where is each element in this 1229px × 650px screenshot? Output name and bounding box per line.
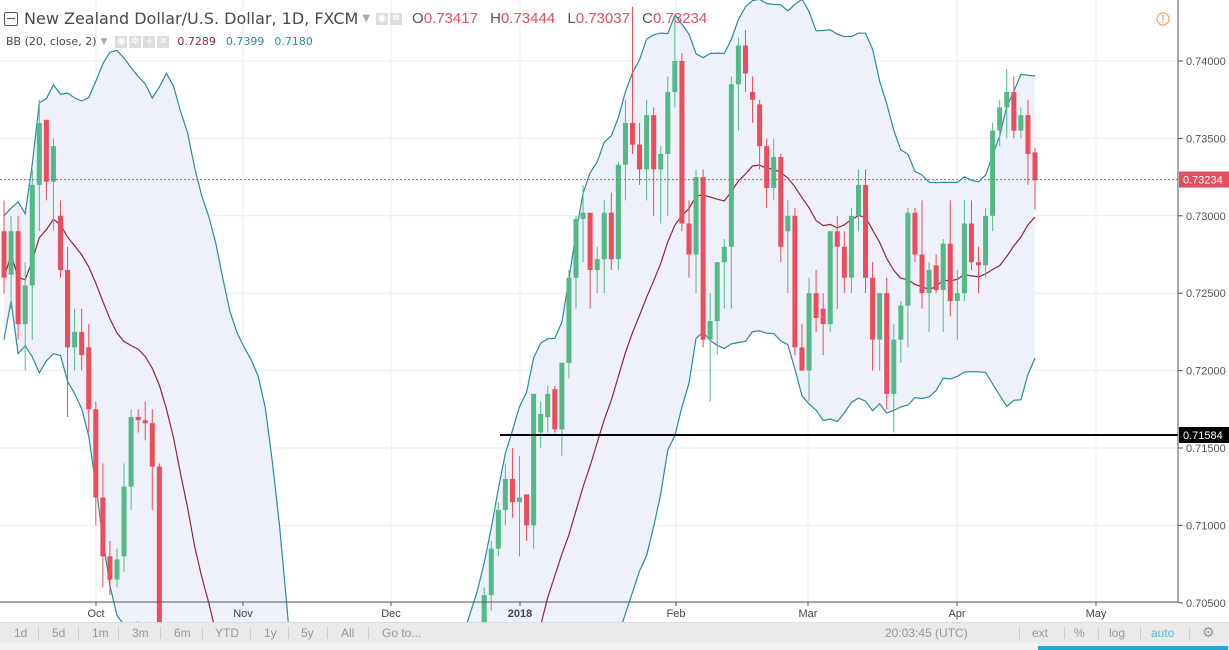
price-axis-background[interactable] — [1178, 0, 1229, 602]
svg-text:0.73234: 0.73234 — [1183, 175, 1223, 187]
collapse-icon[interactable] — [4, 11, 18, 26]
auto-toggle[interactable]: auto — [1151, 626, 1175, 640]
range-1d[interactable]: 1d — [14, 626, 28, 640]
time-axis-ticks: Oct Nov Dec 2018 Feb Mar Apr May — [87, 602, 1107, 620]
svg-text:0.71584: 0.71584 — [1183, 430, 1223, 442]
plus-icon[interactable]: + — [143, 35, 156, 48]
svg-text:Feb: Feb — [667, 608, 686, 620]
bb-upper-value: 0.7399 — [225, 35, 265, 48]
gear-icon[interactable]: ✲ — [129, 35, 142, 48]
alert-icon[interactable] — [1156, 12, 1170, 26]
settings-gear-icon[interactable]: ⚙ — [1202, 624, 1215, 640]
log-toggle[interactable]: log — [1109, 626, 1126, 640]
close-icon[interactable]: ✕ — [157, 35, 170, 48]
low-value: 0.73037 — [575, 10, 630, 27]
bollinger-band-fill — [4, 0, 1035, 650]
svg-text:2018: 2018 — [508, 608, 532, 620]
range-5y[interactable]: 5y — [301, 626, 314, 640]
panel-tab[interactable] — [1038, 646, 1228, 650]
goto-date-button[interactable]: Go to... — [382, 626, 422, 640]
svg-text:0.74000: 0.74000 — [1186, 56, 1226, 68]
percent-toggle[interactable]: % — [1074, 626, 1085, 640]
svg-text:0.70500: 0.70500 — [1186, 598, 1226, 610]
svg-text:Mar: Mar — [799, 608, 818, 620]
candlestick-series — [1, 6, 1038, 650]
svg-text:Dec: Dec — [381, 608, 401, 620]
range-ytd[interactable]: YTD — [215, 626, 239, 640]
bb-basis-value: 0.7289 — [177, 35, 216, 48]
range-5d[interactable]: 5d — [52, 626, 66, 640]
bollinger-lower-band — [3, 300, 1036, 650]
svg-text:0.73500: 0.73500 — [1186, 133, 1226, 145]
svg-text:0.71000: 0.71000 — [1186, 520, 1226, 532]
range-6m[interactable]: 6m — [174, 626, 191, 640]
clock-timezone[interactable]: 20:03:45 (UTC) — [885, 626, 968, 640]
bollinger-upper-band — [3, 0, 1036, 650]
ext-toggle[interactable]: ext — [1032, 626, 1049, 640]
indicator-label[interactable]: BB (20, close, 2) — [6, 35, 97, 48]
eye-icon[interactable]: ◉ — [376, 12, 389, 25]
price-axis-ticks: 0.74000 0.73500 0.73000 0.72500 0.72000 0.715… — [1178, 56, 1226, 610]
chevron-down-icon[interactable]: ▼ — [362, 13, 371, 24]
bottom-panel-strip — [0, 643, 1229, 650]
svg-text:Apr: Apr — [948, 608, 965, 620]
svg-text:Nov: Nov — [233, 608, 253, 620]
high-value: 0.73444 — [500, 10, 556, 27]
chevron-down-icon[interactable]: ▼ — [100, 36, 108, 47]
svg-text:0.72500: 0.72500 — [1186, 288, 1226, 300]
range-all[interactable]: All — [341, 626, 355, 640]
bottom-toolbar: 1d 5d 1m 3m 6m YTD 1y 5y All Go to... 20… — [0, 622, 1229, 643]
open-value: 0.73417 — [423, 10, 478, 27]
svg-text:0.72000: 0.72000 — [1186, 366, 1226, 378]
svg-text:0.71500: 0.71500 — [1186, 443, 1226, 455]
svg-text:0.73000: 0.73000 — [1186, 211, 1226, 223]
gear-icon[interactable]: ✲ — [390, 12, 403, 25]
close-value: 0.73234 — [652, 10, 708, 27]
ohlc-values: O0.73417 H0.73444 L0.73037 C0.73234 — [412, 10, 708, 27]
eye-icon[interactable]: ◉ — [115, 35, 128, 48]
indicator-legend: BB (20, close, 2) ▼ ◉ ✲ + ✕ 0.7289 0.739… — [6, 35, 313, 48]
range-3m[interactable]: 3m — [132, 626, 149, 640]
range-1y[interactable]: 1y — [264, 626, 277, 640]
symbol-title[interactable]: New Zealand Dollar/U.S. Dollar, 1D, FXCM — [24, 9, 359, 28]
svg-text:May: May — [1086, 608, 1107, 620]
range-1m[interactable]: 1m — [92, 626, 109, 640]
chart-header: New Zealand Dollar/U.S. Dollar, 1D, FXCM… — [4, 9, 715, 28]
bb-lower-value: 0.7180 — [274, 35, 313, 48]
svg-text:Oct: Oct — [87, 608, 104, 620]
